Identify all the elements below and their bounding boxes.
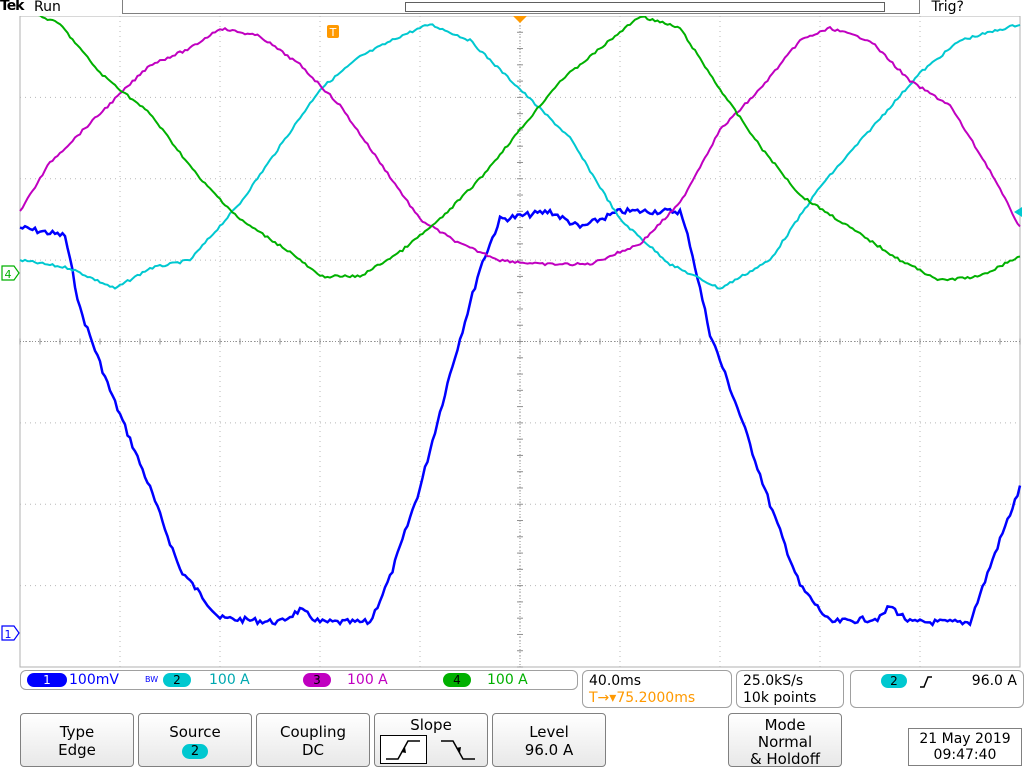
trigger-source-button[interactable]: Source 2	[138, 713, 252, 767]
trigger-slope-button[interactable]: Slope	[374, 713, 488, 767]
record-position-bar	[122, 0, 920, 14]
delay-value: 75.2000ms	[616, 690, 696, 706]
trigger-coupling-title: Coupling	[279, 723, 347, 741]
waveform-traces	[19, 16, 1022, 628]
trace-ch4	[38, 16, 1021, 282]
channel-readout-bar: 1 100mV BW 2 100 A 3 100 A 4 100 A	[20, 670, 578, 690]
trigger-source-badge: 2	[881, 674, 907, 688]
trigger-position-marker	[327, 25, 339, 38]
ch4-ground-marker	[1, 265, 20, 281]
ch4-badge[interactable]: 4	[443, 673, 471, 687]
horizontal-scale: 40.0ms	[589, 673, 642, 689]
ch3-badge[interactable]: 3	[303, 673, 331, 687]
record-length: 10k points	[743, 690, 817, 706]
date-label: 21 May 2019	[919, 731, 1011, 747]
trigger-level-icon	[1014, 207, 1022, 217]
trigger-mode-title: Mode	[764, 716, 806, 734]
trigger-type-value: Edge	[58, 741, 96, 759]
trigger-slope-title: Slope	[410, 716, 452, 734]
acquisition-readout: 25.0kS/s 10k points	[736, 670, 844, 708]
trigger-coupling-button[interactable]: Coupling DC	[256, 713, 370, 767]
trace-ch3	[19, 25, 1021, 267]
trigger-mode-button[interactable]: Mode Normal & Holdoff	[728, 713, 842, 768]
horizontal-delay: T→▾75.2000ms	[589, 690, 695, 706]
ch1-ground-label: 1	[5, 628, 12, 641]
trigger-type-title: Type	[59, 723, 95, 741]
delay-icon: T→▾	[589, 690, 617, 706]
trigger-level-readout: 96.0 A	[971, 673, 1017, 689]
ground-markers: T 4 1	[1, 16, 1022, 641]
brand-logo: Tek	[0, 0, 24, 14]
trigger-mode-value: Normal	[757, 733, 813, 751]
bandwidth-limit-icon: BW	[145, 675, 159, 684]
trigger-holdoff-value: & Holdoff	[749, 750, 821, 768]
slope-falling-icon[interactable]	[435, 735, 483, 765]
run-status: Run	[34, 0, 61, 15]
trace-ch1	[19, 206, 1022, 628]
trigger-level-title: Level	[529, 723, 569, 741]
waveform-display[interactable]: T 4 1	[0, 16, 1024, 668]
sample-rate: 25.0kS/s	[743, 673, 804, 689]
date-time-display: 21 May 2019 09:47:40	[908, 728, 1022, 766]
ch1-badge[interactable]: 1	[27, 673, 67, 687]
ch2-badge[interactable]: 2	[163, 673, 191, 687]
ch1-ground-marker	[1, 625, 20, 641]
time-label: 09:47:40	[933, 747, 997, 763]
trace-ch2	[19, 23, 1021, 290]
record-view-window	[405, 2, 885, 12]
trigger-position-label: T	[329, 26, 337, 39]
ch3-scale: 100 A	[347, 672, 388, 688]
slope-rising-icon[interactable]	[380, 735, 428, 765]
rising-edge-icon	[920, 676, 932, 688]
trigger-level-value: 96.0 A	[524, 741, 574, 759]
timebase-readout: 40.0ms T→▾75.2000ms	[582, 670, 732, 708]
trigger-type-button[interactable]: Type Edge	[20, 713, 134, 767]
ch4-ground-label: 4	[5, 268, 12, 281]
trigger-level-button[interactable]: Level 96.0 A	[492, 713, 606, 767]
ch4-scale: 100 A	[487, 672, 528, 688]
graticule-grid	[19, 16, 1021, 668]
trigger-coupling-value: DC	[301, 741, 325, 759]
status-bar: Tek Run Trig?	[0, 0, 1024, 16]
trigger-point-icon	[513, 16, 527, 23]
ch2-scale: 100 A	[209, 672, 250, 688]
ch1-scale: 100mV	[69, 672, 119, 688]
trigger-source-title: Source	[169, 723, 221, 741]
trigger-status: Trig?	[931, 0, 964, 15]
trigger-readout: 2 96.0 A	[850, 670, 1024, 708]
source-channel-badge: 2	[182, 744, 208, 759]
